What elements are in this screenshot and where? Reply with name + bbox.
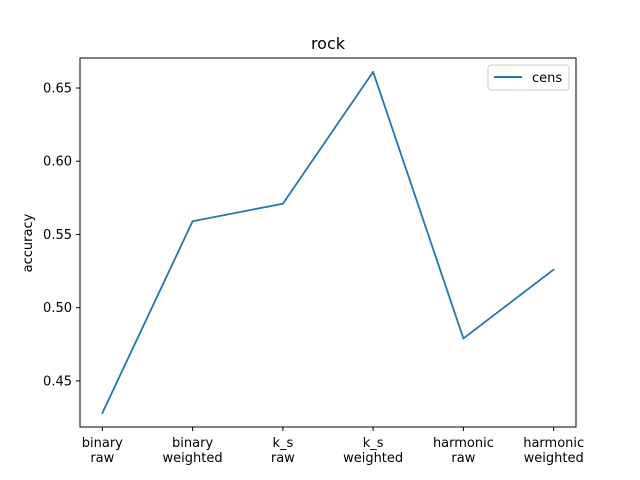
x-tick-label: raw: [451, 451, 475, 466]
legend: cens: [487, 64, 570, 91]
legend-label-cens: cens: [532, 71, 562, 86]
x-tick-label: harmonic: [523, 436, 584, 451]
x-tick-label: weighted: [343, 451, 403, 466]
chart-title: rock: [311, 34, 346, 53]
x-tick-label: k_s: [363, 436, 384, 451]
x-tick-label: raw: [90, 451, 114, 466]
y-tick-label: 0.60: [43, 155, 72, 170]
data-point: [372, 71, 375, 73]
y-tick-label: 0.50: [43, 301, 72, 316]
series-line-cens: [101, 71, 555, 414]
x-tick-label: harmonic: [433, 436, 494, 451]
series-layer: [101, 71, 555, 414]
data-point: [552, 268, 555, 271]
x-tick-label: weighted: [163, 451, 223, 466]
plot-frame: [79, 57, 577, 428]
x-tick-label: binary: [82, 436, 123, 451]
y-axis-ticks: 0.45 0.50 0.55 0.60 0.65: [43, 82, 80, 389]
legend-box: [487, 64, 570, 91]
data-point: [281, 202, 284, 205]
data-point: [101, 412, 104, 414]
y-tick-label: 0.45: [43, 374, 72, 389]
x-tick-label: k_s: [272, 436, 293, 451]
data-point: [191, 220, 194, 223]
x-axis-ticks: binaryrawbinaryweightedk_srawk_sweighted…: [82, 427, 584, 466]
data-point: [462, 337, 465, 340]
y-axis-label: accuracy: [21, 213, 36, 272]
x-tick-label: weighted: [524, 451, 584, 466]
x-tick-label: raw: [271, 451, 295, 466]
x-tick-label: binary: [172, 436, 213, 451]
y-tick-label: 0.55: [43, 228, 72, 243]
y-tick-label: 0.65: [43, 82, 72, 97]
